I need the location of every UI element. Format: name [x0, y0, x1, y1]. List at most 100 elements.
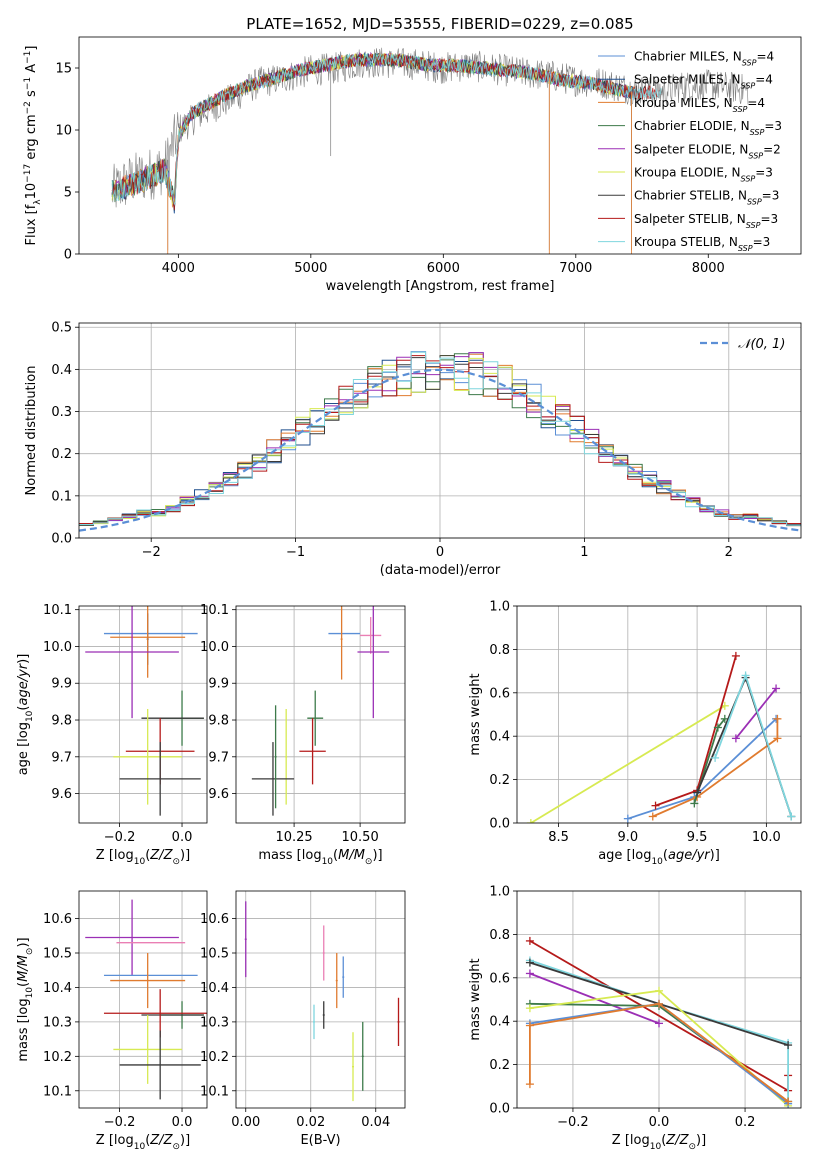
axes-frame	[235, 890, 406, 1109]
y-tick-label: 10.6	[200, 912, 229, 927]
label-part: ]	[16, 937, 31, 942]
x-tick-label: 2	[725, 545, 733, 560]
label-part: 10	[25, 710, 35, 722]
label-part: mass [	[258, 848, 301, 863]
label-part: ]	[701, 1133, 706, 1148]
x-tick-label: 0.0	[172, 1115, 193, 1130]
x-axis-label: Z [log10(Z/Z⊙)]	[96, 848, 190, 867]
y-tick-label: 1.0	[489, 600, 510, 615]
x-tick-label: −0.2	[104, 830, 136, 845]
x-axis-label: age [log10(age/yr)]	[598, 848, 720, 867]
label-part: log	[302, 848, 322, 863]
y-tick-label: 10.5	[43, 947, 72, 962]
x-tick-label: 10.50	[342, 830, 379, 845]
plot-area	[251, 606, 390, 816]
y-tick-label: 0.3	[51, 405, 72, 420]
y-tick-label: 5	[64, 186, 72, 201]
legend-sub: SSP	[741, 81, 756, 90]
legend-eq: =2	[763, 142, 781, 156]
x-tick-label: 9.5	[687, 830, 708, 845]
legend-label: Salpeter STELIB, NSSP=3	[634, 212, 778, 230]
y-tick-label: 9.6	[51, 787, 72, 802]
histogram-kroupa-stelib	[79, 351, 801, 526]
y-tick-label: 10.1	[43, 1084, 72, 1099]
plot-area	[526, 651, 796, 823]
x-tick-label: 7000	[559, 261, 592, 276]
x-tick-label: 10.0	[752, 830, 781, 845]
label-part: wavelength [Angstrom, rest frame]	[326, 279, 555, 294]
y-tick-label: 9.7	[208, 750, 229, 765]
label-part: −1	[23, 77, 33, 90]
y-tick-label: 10.2	[200, 1050, 229, 1065]
y-tick-label: 9.9	[51, 677, 72, 692]
legend-text: Kroupa STELIB, N	[634, 235, 738, 249]
label-part: Flux [f	[24, 204, 39, 245]
panel-spectrum: 4000 5000 6000 7000 8000 0 5 10 15 wavelength [An…	[23, 36, 802, 294]
y-tick-label: 10.1	[43, 603, 72, 618]
y-tick-label: 9.7	[51, 750, 72, 765]
y-tick-label: 1.0	[489, 885, 510, 900]
x-tick-label: 0.2	[735, 1115, 756, 1130]
legend-text: Kroupa MILES, N	[634, 96, 733, 110]
label-part: ]	[378, 848, 383, 863]
weight-line-chabrier-miles	[627, 718, 777, 820]
panel-mass_vs_Z: −0.2 0.010.110.210.310.410.510.6Z [log10(…	[16, 890, 208, 1152]
label-part: log	[114, 1133, 134, 1148]
model-spectrum-salpeter-stelib	[111, 53, 662, 210]
label-part: (	[661, 1133, 666, 1148]
axes-frame	[78, 36, 802, 255]
y-tick-label: 10.6	[43, 912, 72, 927]
label-part: log	[630, 1133, 650, 1148]
x-tick-label: 0.0	[649, 1115, 670, 1130]
legend-text: Chabrier ELODIE, N	[634, 119, 750, 133]
y-tick-label: 0.6	[489, 686, 510, 701]
label-part: (	[145, 1133, 150, 1148]
y-tick-label: 0.4	[489, 1015, 510, 1030]
label-part: ]	[185, 848, 190, 863]
label-part: −2	[23, 101, 33, 114]
label-part: E(B-V)	[300, 1133, 340, 1148]
legend-label: Chabrier ELODIE, NSSP=3	[634, 119, 782, 137]
label-part: (	[333, 848, 338, 863]
legend-text: Salpeter ELODIE, N	[634, 142, 748, 156]
label-part: 10	[650, 1142, 662, 1152]
weight-line-salpeter-elodie	[735, 687, 777, 739]
label-part: )	[710, 848, 715, 863]
axes-frame	[235, 605, 406, 824]
y-tick-label: 0.2	[489, 1058, 510, 1073]
label-part: ⊙	[25, 948, 35, 956]
y-tick-label: 10.0	[43, 640, 72, 655]
y-tick-label: 0.0	[489, 817, 510, 832]
x-axis-label: mass [log10(M/M⊙)]	[258, 848, 382, 867]
x-tick-label: 4000	[162, 261, 195, 276]
legend-text: Chabrier MILES, N	[634, 50, 742, 64]
legend-label-normal: 𝒩(0, 1)	[738, 337, 785, 352]
label-part: ]	[24, 46, 39, 51]
x-tick-label: 0.00	[231, 1115, 260, 1130]
x-tick-label: 8.5	[548, 830, 569, 845]
y-tick-label: 0.0	[51, 532, 72, 547]
axes-frame	[78, 890, 208, 1109]
y-tick-label: 10.3	[200, 1015, 229, 1030]
label-part: Z [	[96, 1133, 114, 1148]
legend-eq: =4	[747, 96, 765, 110]
x-axis-label: wavelength [Angstrom, rest frame]	[326, 279, 555, 294]
label-part: Normed distribution	[24, 366, 39, 496]
x-tick-label: −2	[142, 545, 161, 560]
y-tick-label: 0.2	[51, 447, 72, 462]
label-part: −17	[23, 164, 33, 183]
y-tick-label: 10.3	[43, 1015, 72, 1030]
normal-curve	[79, 368, 801, 532]
panel-mass_vs_ebv: 0.00 0.02 0.04 10.1 10.2 10.3 10.4 10.5 10.6 E(B-…	[200, 890, 406, 1148]
y-axis-label: mass [log10(M/M⊙)]	[16, 937, 35, 1061]
x-axis-label: Z [log10(Z/Z⊙)]	[96, 1133, 190, 1152]
label-part: Z [	[612, 1133, 630, 1148]
label-part: A	[24, 64, 39, 77]
label-part: −1	[23, 51, 33, 64]
panel-age_vs_mass: 10.25 10.50 9.6 9.7 9.8 9.9 10.0 10.1 mass [log1…	[200, 603, 406, 867]
label-part: age [	[16, 742, 31, 775]
x-tick-label: 5000	[294, 261, 327, 276]
x-axis-label: E(B-V)	[300, 1133, 340, 1148]
legend-text: Chabrier STELIB, N	[634, 189, 747, 203]
